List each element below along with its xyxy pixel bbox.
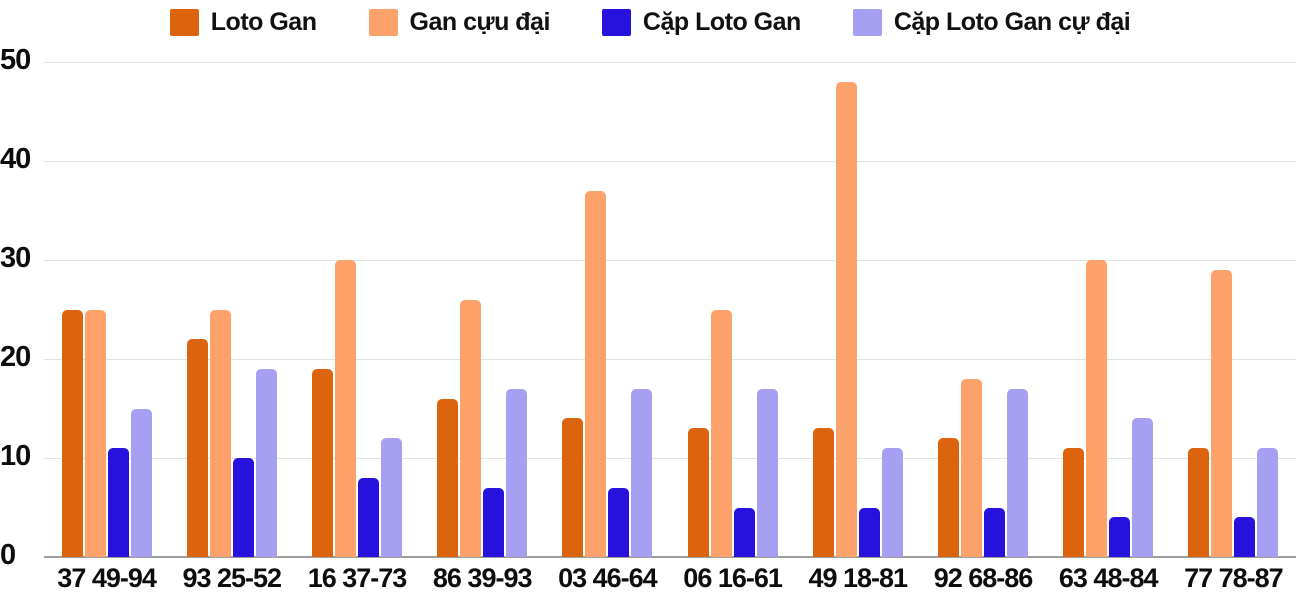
y-tick-label-0: 0 — [0, 539, 16, 571]
x-tick-label-03-46-64: 03 46-64 — [558, 563, 658, 593]
gridline-y-40 — [44, 161, 1296, 162]
bar-gan-cựu-đại-49-18-81 — [835, 81, 857, 557]
bar-loto-gan-16-37-73 — [312, 368, 333, 557]
x-tick-label-49-18-81: 49 18-81 — [808, 563, 908, 593]
bar-loto-gan-63-48-84 — [1063, 448, 1085, 557]
gridline-y-20 — [44, 359, 1296, 360]
bar-cặp-loto-gan-77-78-87 — [1234, 517, 1256, 557]
legend-item-loto-gan: Loto Gan — [169, 8, 317, 37]
x-tick-label-92-68-86: 92 68-86 — [933, 563, 1034, 593]
bar-cặp-loto-gan-92-68-86 — [984, 507, 1005, 557]
bar-gan-cựu-đại-03-46-64 — [585, 190, 607, 557]
x-tick-label-16-37-73: 16 37-73 — [307, 563, 408, 593]
y-tick-label-40: 40 — [0, 143, 31, 175]
bar-gan-cựu-đại-77-78-87 — [1211, 269, 1233, 557]
bar-cặp-loto-gan-cự-đại-77-78-87 — [1257, 448, 1279, 557]
bar-cặp-loto-gan-cự-đại-92-68-86 — [1007, 388, 1028, 557]
bar-cặp-loto-gan-49-18-81 — [858, 507, 880, 557]
y-tick-label-10: 10 — [0, 440, 31, 472]
bar-gan-cựu-đại-63-48-84 — [1086, 260, 1108, 557]
bar-cặp-loto-gan-cự-đại-37-49-94 — [130, 408, 152, 557]
bar-cặp-loto-gan-cự-đại-63-48-84 — [1132, 418, 1154, 557]
bar-loto-gan-06-16-61 — [687, 428, 709, 557]
legend-item-cặp-loto-gan-cự-đại: Cặp Loto Gan cự đại — [852, 8, 1131, 37]
legend-label: Gan cựu đại — [409, 8, 551, 36]
bar-gan-cựu-đại-86-39-93 — [460, 299, 482, 557]
bar-cặp-loto-gan-cự-đại-49-18-81 — [881, 448, 903, 557]
legend-label: Cặp Loto Gan cự đại — [893, 8, 1131, 36]
bar-loto-gan-37-49-94 — [61, 309, 83, 557]
y-tick-label-30: 30 — [0, 242, 31, 274]
bar-loto-gan-77-78-87 — [1188, 448, 1210, 557]
bar-loto-gan-92-68-86 — [938, 438, 959, 557]
bar-loto-gan-93-25-52 — [186, 339, 208, 557]
bar-gan-cựu-đại-37-49-94 — [84, 309, 106, 557]
gridline-y-10 — [44, 458, 1296, 459]
gridline-y-50 — [44, 62, 1296, 63]
bar-gan-cựu-đại-06-16-61 — [710, 309, 732, 557]
legend-label: Loto Gan — [210, 8, 317, 36]
bar-cặp-loto-gan-cự-đại-06-16-61 — [756, 388, 778, 557]
y-tick-label-20: 20 — [0, 341, 31, 373]
bar-loto-gan-86-39-93 — [437, 398, 459, 557]
bar-gan-cựu-đại-93-25-52 — [209, 309, 231, 557]
x-tick-label-06-16-61: 06 16-61 — [683, 563, 783, 593]
bar-cặp-loto-gan-06-16-61 — [733, 507, 755, 557]
bar-cặp-loto-gan-86-39-93 — [483, 487, 505, 557]
bar-cặp-loto-gan-63-48-84 — [1109, 517, 1131, 557]
bar-cặp-loto-gan-93-25-52 — [232, 458, 254, 557]
legend-item-gan-cựu-đại: Gan cựu đại — [368, 8, 551, 37]
bar-loto-gan-03-46-64 — [562, 418, 584, 557]
legend-swatch-icon — [169, 9, 199, 36]
bar-gan-cựu-đại-16-37-73 — [335, 260, 356, 557]
legend-swatch-icon — [601, 9, 631, 36]
legend-swatch-icon — [852, 9, 882, 36]
bar-cặp-loto-gan-cự-đại-93-25-52 — [255, 368, 277, 557]
bar-cặp-loto-gan-cự-đại-03-46-64 — [631, 388, 653, 557]
bar-cặp-loto-gan-cự-đại-86-39-93 — [506, 388, 528, 557]
bar-cặp-loto-gan-cự-đại-16-37-73 — [381, 438, 402, 557]
x-tick-label-77-78-87: 77 78-87 — [1184, 563, 1284, 593]
x-tick-label-86-39-93: 86 39-93 — [432, 563, 533, 593]
legend-item-cặp-loto-gan: Cặp Loto Gan — [601, 8, 801, 37]
legend-swatch-icon — [368, 9, 398, 36]
bar-cặp-loto-gan-03-46-64 — [608, 487, 630, 557]
bar-loto-gan-49-18-81 — [812, 428, 834, 557]
bar-cặp-loto-gan-37-49-94 — [107, 448, 129, 557]
gridline-y-30 — [44, 260, 1296, 261]
chart-legend: Loto Gan Gan cựu đại Cặp Loto Gan Cặp Loto … — [0, 8, 1300, 37]
y-tick-label-50: 50 — [0, 44, 31, 76]
x-tick-label-93-25-52: 93 25-52 — [182, 563, 282, 593]
bar-gan-cựu-đại-92-68-86 — [961, 378, 982, 557]
x-axis-line — [44, 556, 1296, 558]
legend-label: Cặp Loto Gan — [642, 8, 801, 36]
x-tick-label-37-49-94: 37 49-94 — [57, 563, 157, 593]
bar-cặp-loto-gan-16-37-73 — [358, 477, 379, 557]
x-tick-label-63-48-84: 63 48-84 — [1058, 563, 1159, 593]
